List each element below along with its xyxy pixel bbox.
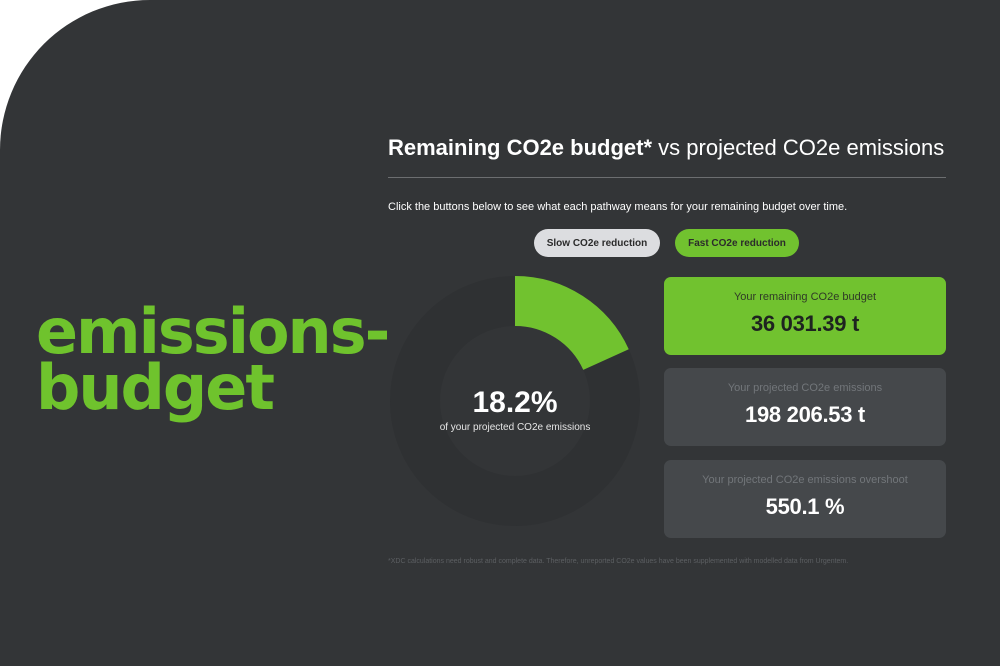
projected-emissions-card: Your projected CO2e emissions 198 206.53… (664, 368, 946, 446)
emissions-overshoot-value: 550.1 % (765, 494, 845, 519)
brand-wordmark: emissions- budget (36, 295, 390, 424)
remaining-budget-value: 36 031.39 t (750, 311, 859, 336)
title-divider (388, 177, 946, 178)
projected-emissions-value: 198 206.53 t (745, 402, 865, 427)
fast-reduction-button[interactable]: Fast CO2e reduction (675, 229, 799, 257)
slow-reduction-button[interactable]: Slow CO2e reduction (534, 229, 660, 257)
donut-percent: 18.2% (472, 386, 558, 419)
instructions-text: Click the buttons below to see what each… (388, 201, 848, 213)
title-bold: Remaining CO2e budget* (388, 135, 653, 160)
emissions-overshoot-card: Your projected CO2e emissions overshoot … (664, 460, 946, 538)
donut-fill-arc (514, 276, 629, 371)
title-rest: vs projected CO2e emissions (652, 135, 945, 160)
page-title: Remaining CO2e budget* vs projected CO2e… (388, 135, 948, 161)
footnote: *XDC calculations need robust and comple… (388, 558, 849, 565)
projected-emissions-label: Your projected CO2e emissions (727, 382, 883, 394)
brand-line-2: budget (36, 351, 275, 424)
emissions-overshoot-label: Your projected CO2e emissions overshoot (702, 474, 908, 486)
remaining-budget-card: Your remaining CO2e budget 36 031.39 t (664, 277, 946, 355)
donut-caption: of your projected CO2e emissions (439, 422, 591, 433)
remaining-budget-label: Your remaining CO2e budget (733, 291, 877, 303)
donut-center: 18.2% of your projected CO2e emissions (390, 386, 640, 433)
brand-line-1: emissions- (36, 295, 390, 368)
budget-donut-chart (390, 276, 640, 526)
